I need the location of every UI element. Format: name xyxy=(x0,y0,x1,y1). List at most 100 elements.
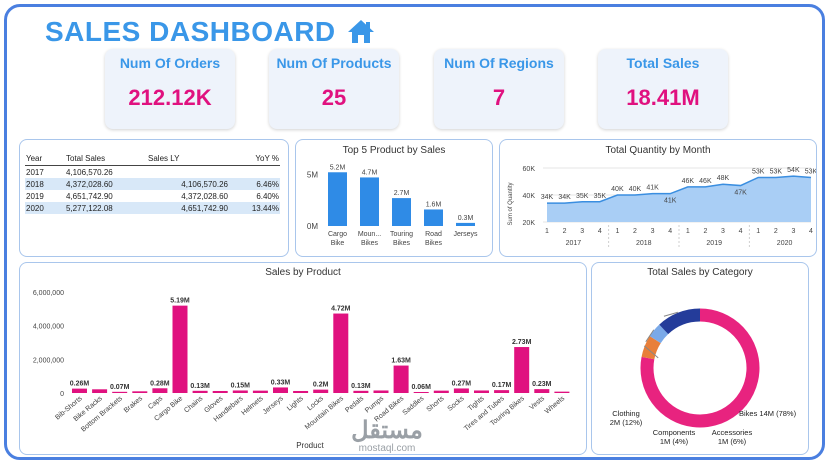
table-row[interactable]: 2020 5,277,122.08 4,651,742.90 13.44% xyxy=(25,202,280,214)
x-group-label: 2018 xyxy=(636,240,652,247)
kpi-value: 212.12K xyxy=(128,85,212,110)
data-label: 35K xyxy=(576,193,589,200)
x-tick-label: Jerseys xyxy=(453,231,478,238)
bar xyxy=(152,388,168,393)
table-row[interactable]: 2017 4,106,570.26 xyxy=(25,166,280,179)
column-header-year[interactable]: Year xyxy=(25,152,65,166)
bar xyxy=(192,390,208,393)
y-tick-label: 5M xyxy=(307,170,318,179)
kpi-value: 7 xyxy=(492,85,506,110)
bar xyxy=(328,172,347,226)
cell-year: 2019 xyxy=(26,191,44,201)
watermark-latin: mostaql.com xyxy=(358,443,416,454)
data-label: 54K xyxy=(787,167,800,174)
chart-title: Total Quantity by Month xyxy=(605,145,711,156)
data-label: 5.19M xyxy=(170,298,190,305)
kpi-label: Total Sales xyxy=(626,55,700,71)
x-group-label: 2020 xyxy=(777,240,793,247)
data-label: 40K xyxy=(611,186,624,193)
x-tick-label: 2 xyxy=(633,228,637,235)
x-tick-label: 2 xyxy=(703,228,707,235)
bar xyxy=(474,390,489,393)
cell-sales-ly: 4,651,742.90 xyxy=(147,202,229,214)
x-tick-label: Socks xyxy=(447,395,466,413)
x-tick-label: Bikes xyxy=(425,240,443,247)
bar xyxy=(333,313,349,393)
data-label: 2.7M xyxy=(394,190,410,197)
x-tick-label: Pedals xyxy=(344,395,365,414)
x-tick-label: 2 xyxy=(774,228,778,235)
x-tick-label: Shorts xyxy=(426,395,446,414)
bar xyxy=(273,387,288,393)
data-label: 41K xyxy=(646,185,659,192)
bar xyxy=(393,365,409,393)
data-label: 0.06M xyxy=(411,384,431,391)
watermark: مستقل mostaql.com xyxy=(347,419,427,455)
top5-chart-panel: Top 5 Product by Sales 5M 0M 5.2M Cargo Bike… xyxy=(295,139,493,257)
cell-total-sales: 4,372,028.60 xyxy=(65,178,147,190)
y-tick-label: 40K xyxy=(523,193,536,200)
x-tick-label: Bikes xyxy=(361,240,379,247)
bar xyxy=(456,222,475,226)
cell-yoy: 6.46% xyxy=(229,178,280,190)
sales-by-product-chart: 6,000,0004,000,0002,000,00000.26MBib-Sho… xyxy=(33,290,570,450)
leader-line xyxy=(645,329,655,343)
chart-title: Top 5 Product by Sales xyxy=(342,145,446,156)
x-tick-label: 1 xyxy=(615,228,619,235)
column-header-sales-ly[interactable]: Sales LY xyxy=(147,152,229,166)
home-icon[interactable] xyxy=(346,17,376,45)
x-tick-label: 3 xyxy=(721,228,725,235)
cell-total-sales: 5,277,122.08 xyxy=(65,202,147,214)
cell-yoy: 13.44% xyxy=(229,202,280,214)
column-header-yoy[interactable]: YoY % xyxy=(229,152,280,166)
x-tick-label: 1 xyxy=(756,228,760,235)
leader-line xyxy=(663,311,679,317)
donut-slice xyxy=(649,324,669,344)
bar xyxy=(353,390,369,393)
bar xyxy=(212,390,228,393)
data-label: 0.13M xyxy=(190,383,210,390)
data-label: 2.73M xyxy=(512,339,532,346)
bar xyxy=(112,391,128,393)
kpi-value: 18.41M xyxy=(626,85,700,110)
table-row[interactable]: 2019 4,651,742.90 4,372,028.60 6.40% xyxy=(25,190,280,202)
bar xyxy=(424,209,443,226)
data-label: 53K xyxy=(752,168,765,175)
slice-label: Accessories xyxy=(712,428,753,437)
x-tick-label: Saddles xyxy=(402,395,426,417)
data-label: 0.23M xyxy=(532,381,552,388)
cell-sales-ly: 4,106,570.26 xyxy=(147,178,229,190)
data-label: 53K xyxy=(805,168,816,175)
y-axis-title: Sum of Quantity xyxy=(508,182,514,225)
cell-year: 2018 xyxy=(25,178,65,190)
x-tick-label: 4 xyxy=(598,228,602,235)
bar xyxy=(132,391,148,393)
y-tick-label: 20K xyxy=(523,220,536,227)
data-label: 41K xyxy=(664,198,677,205)
category-chart-panel: Total Sales by Category Bikes 14M (78%) A… xyxy=(591,262,809,455)
x-tick-label: Cargo xyxy=(328,231,347,238)
data-label: 4.7M xyxy=(362,169,378,176)
x-tick-label: Road xyxy=(425,231,442,238)
slice-label: Components xyxy=(653,428,696,437)
column-header-total-sales[interactable]: Total Sales xyxy=(65,152,147,166)
bar xyxy=(373,390,389,393)
table-row[interactable]: 2018 4,372,028.60 4,106,570.26 6.46% xyxy=(25,178,280,190)
data-label: 0.3M xyxy=(458,215,474,222)
x-tick-label: Moun... xyxy=(358,231,381,238)
quantity-chart-panel: Total Quantity by Month Sum of Quantity 6… xyxy=(499,139,817,257)
x-tick-label: 4 xyxy=(739,228,743,235)
x-tick-label: Caps xyxy=(147,395,164,411)
data-label: 0.2M xyxy=(313,382,329,389)
data-label: 48K xyxy=(717,175,730,182)
y-tick-label: 0 xyxy=(60,391,64,398)
y-tick-label: 6,000,000 xyxy=(33,290,64,297)
x-tick-label: Wheels xyxy=(544,395,567,416)
data-label: 53K xyxy=(770,168,783,175)
bar xyxy=(453,388,469,393)
x-tick-label: 3 xyxy=(580,228,584,235)
bar xyxy=(293,390,309,393)
bar xyxy=(514,347,530,393)
bar xyxy=(252,390,268,393)
